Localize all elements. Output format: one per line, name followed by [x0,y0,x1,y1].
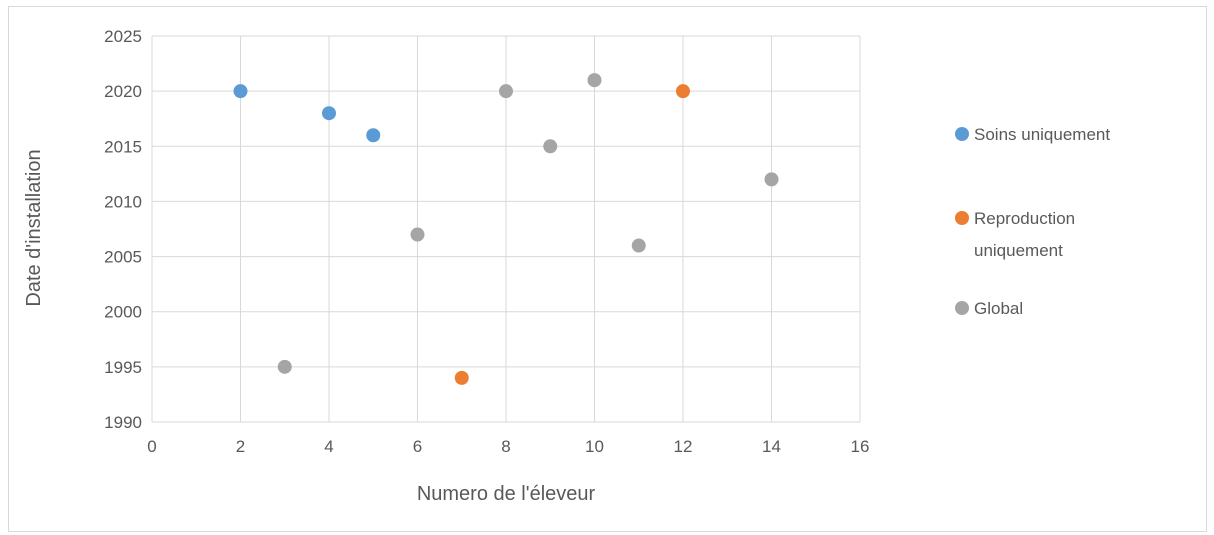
y-axis-title: Date d'installation [23,149,45,306]
y-tick-label: 2010 [104,192,142,211]
legend-label: Global [974,299,1023,318]
legend-marker [955,301,969,315]
legend-marker [955,211,969,225]
y-tick-label: 2000 [104,303,142,322]
legend-marker [955,127,969,141]
y-tick-labels: 1990 1995 2000 2005 2010 2015 2020 2025 [104,27,142,432]
data-point [587,73,602,88]
data-point [499,84,513,99]
data-point [543,139,558,154]
x-tick-label: 4 [324,437,333,456]
data-point [410,227,425,242]
x-tick-labels: 0 2 4 6 8 10 12 14 16 [147,437,869,456]
gridlines [151,35,861,423]
legend-label: Reproduction [974,209,1075,228]
data-point [676,84,690,99]
x-tick-label: 14 [762,437,781,456]
legend-label: Soins uniquement [974,125,1110,144]
y-tick-label: 2025 [104,27,142,46]
x-axis-title: Numero de l'éleveur [417,483,596,505]
y-tick-label: 2020 [104,82,142,101]
y-tick-label: 2015 [104,137,142,156]
x-tick-label: 6 [413,437,422,456]
data-point [454,370,469,385]
y-tick-label: 2005 [104,248,142,267]
x-tick-label: 10 [585,437,604,456]
x-tick-label: 12 [674,437,693,456]
chart-frame [8,6,1207,532]
x-tick-label: 16 [851,437,870,456]
data-point [764,172,779,187]
x-tick-label: 2 [236,437,245,456]
legend-label: uniquement [974,241,1063,260]
data-point [233,84,248,99]
data-points [233,73,779,385]
legend: Soins uniquement Reproduction uniquement Gl… [955,125,1110,318]
data-point [322,106,336,121]
x-tick-label: 8 [501,437,510,456]
y-tick-label: 1995 [104,358,142,377]
y-tick-label: 1990 [104,413,142,432]
data-point [366,128,381,143]
data-point [277,359,292,374]
x-tick-label: 0 [147,437,156,456]
data-point [631,238,646,253]
